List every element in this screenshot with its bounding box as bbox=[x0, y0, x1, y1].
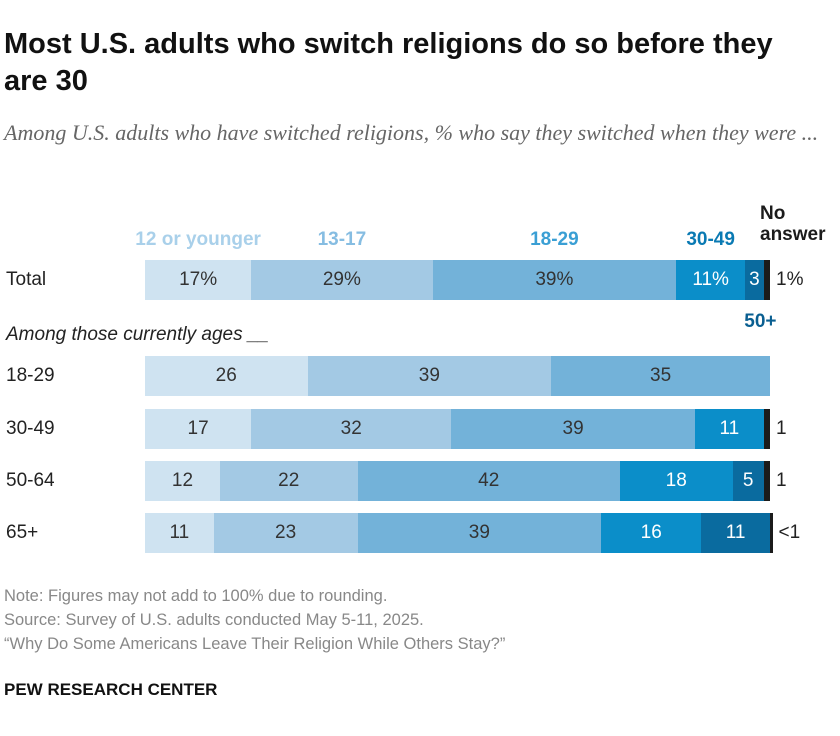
value-label: 1 bbox=[776, 470, 787, 491]
bar-segment bbox=[357, 513, 602, 553]
value-label: 11% bbox=[692, 269, 729, 290]
bar-segment bbox=[763, 409, 770, 449]
bar-segment bbox=[770, 513, 773, 553]
bar-segment bbox=[601, 513, 702, 553]
value-label: 32 bbox=[340, 418, 362, 439]
bar-segment bbox=[145, 260, 252, 300]
note: Note: Figures may not add to 100% due to… bbox=[4, 587, 388, 605]
bar-segment bbox=[451, 409, 695, 449]
bar-segment bbox=[695, 409, 764, 449]
value-label: 39 bbox=[418, 365, 440, 386]
legend-label: 30-49 bbox=[686, 229, 735, 250]
bar-segment bbox=[145, 461, 220, 501]
value-label: 39% bbox=[535, 269, 574, 290]
footer: PEW RESEARCH CENTER bbox=[4, 680, 218, 699]
row-label: 65+ bbox=[6, 522, 39, 543]
row-label: 30-49 bbox=[6, 418, 55, 439]
bar-segment bbox=[251, 409, 452, 449]
legend-label: No answer bbox=[760, 203, 826, 245]
value-label: 12 bbox=[171, 470, 194, 491]
value-label: 11 bbox=[719, 418, 740, 439]
value-label: <1 bbox=[778, 522, 801, 543]
chart-subtitle: Among U.S. adults who have switched reli… bbox=[4, 120, 819, 145]
bar-segment bbox=[701, 513, 770, 553]
value-label: 17 bbox=[187, 418, 209, 439]
value-label: 22 bbox=[278, 470, 300, 491]
row-label: Total bbox=[6, 269, 47, 290]
group-label: Among those currently ages __ bbox=[6, 324, 269, 345]
chart-title: Most U.S. adults who switch religions do… bbox=[4, 28, 773, 97]
bar-segment bbox=[745, 260, 764, 300]
row-label: 18-29 bbox=[6, 365, 55, 386]
note: Source: Survey of U.S. adults conducted … bbox=[4, 611, 424, 629]
value-label: 26 bbox=[215, 365, 237, 386]
bar-segment bbox=[357, 461, 620, 501]
value-label: 39 bbox=[468, 522, 490, 543]
value-label: 18 bbox=[665, 470, 687, 491]
legend-label: 18-29 bbox=[530, 229, 579, 250]
bar-segment bbox=[307, 356, 552, 396]
value-label: 39 bbox=[562, 418, 584, 439]
bar-segment bbox=[732, 461, 764, 501]
bar-segment bbox=[551, 356, 770, 396]
row-label: 50-64 bbox=[6, 470, 55, 491]
bar-segment bbox=[763, 461, 770, 501]
value-label: 23 bbox=[275, 522, 297, 543]
bar-segment bbox=[145, 513, 214, 553]
value-label: 16 bbox=[640, 522, 662, 543]
value-label: 3 bbox=[749, 269, 760, 290]
value-label: 5 bbox=[742, 470, 754, 491]
value-label: 11 bbox=[725, 522, 746, 543]
bar-segment bbox=[220, 461, 358, 501]
value-label: 1 bbox=[776, 418, 787, 439]
bar-segment bbox=[145, 356, 308, 396]
value-label: 35 bbox=[650, 365, 672, 386]
bar-segment bbox=[432, 260, 677, 300]
legend-label: 13-17 bbox=[317, 229, 367, 250]
bar-segment bbox=[763, 260, 770, 300]
value-label: 42 bbox=[478, 470, 500, 491]
value-label: 1% bbox=[776, 269, 804, 290]
value-label: 29% bbox=[322, 269, 361, 290]
value-label: 17% bbox=[179, 269, 218, 290]
note: “Why Do Some Americans Leave Their Relig… bbox=[4, 635, 506, 653]
legend-label: 50+ bbox=[744, 311, 777, 332]
value-label: 11 bbox=[169, 522, 190, 543]
bar-segment bbox=[145, 409, 252, 449]
bar-segment bbox=[620, 461, 733, 501]
bar-segment bbox=[676, 260, 745, 300]
legend-label: 12 or younger bbox=[135, 229, 261, 250]
bar-segment bbox=[213, 513, 358, 553]
bar-segment bbox=[251, 260, 433, 300]
